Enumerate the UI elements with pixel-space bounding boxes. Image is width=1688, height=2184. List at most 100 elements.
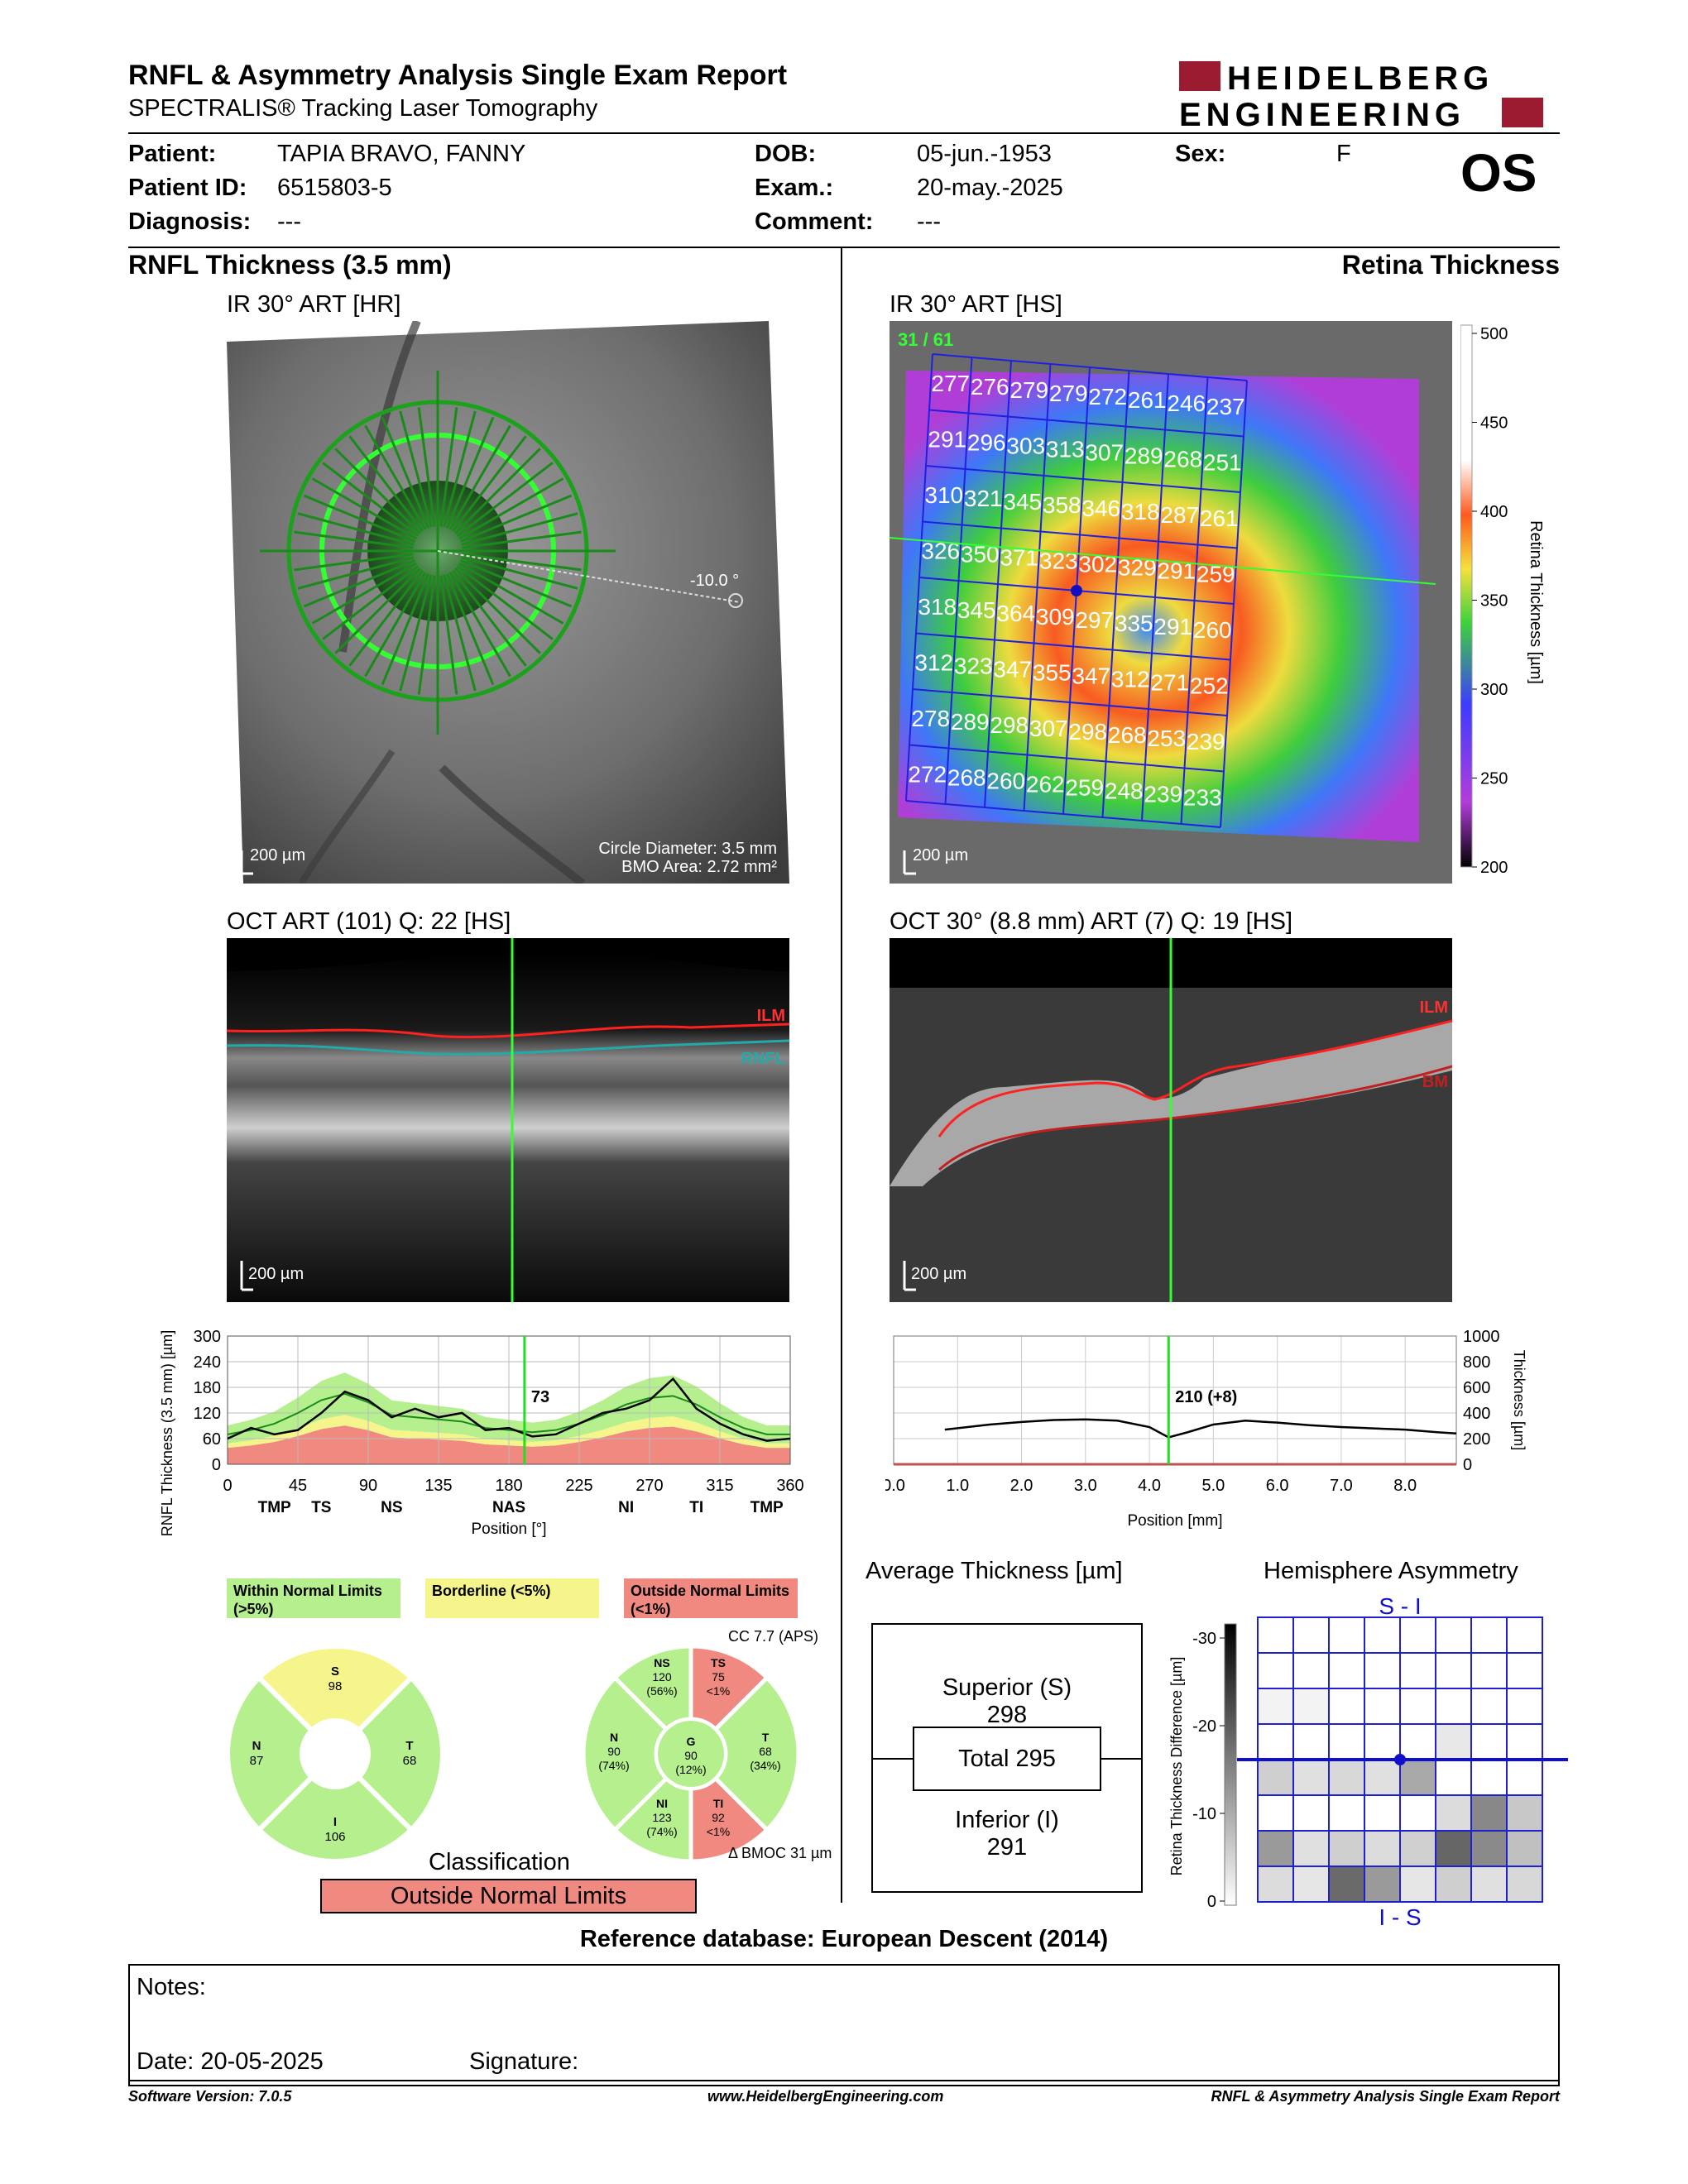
sector-value: 98 (328, 1679, 343, 1693)
asym-cell (1506, 1688, 1543, 1725)
grid-value: 358 (1043, 492, 1081, 518)
asym-cell (1292, 1759, 1330, 1796)
legend-borderline: Borderline (<5%) (425, 1578, 599, 1618)
grid-value: 298 (1068, 719, 1107, 745)
asym-cell (1257, 1652, 1294, 1689)
asym-cell (1435, 1794, 1472, 1832)
rnfl-ylabel: RNFL Thickness (3.5 mm) [µm] (159, 1330, 175, 1536)
bmo-area: BMO Area: 2.72 mm² (621, 858, 777, 876)
rnfl-profile-chart: 300 240 180 120 60 00 45 90 135 180 225 270 315 360 73… (159, 1328, 804, 1538)
sector-label: N (610, 1731, 618, 1744)
grid-value: 246 (1167, 390, 1206, 416)
oct-left-title: OCT ART (101) Q: 22 [HS] (227, 908, 511, 935)
ret-xtick: 8.0 (1393, 1477, 1417, 1495)
grid-value: 278 (911, 706, 950, 731)
grid-value: 259 (1065, 774, 1104, 800)
asym-cell (1435, 1830, 1472, 1867)
grid-value: 310 (924, 482, 963, 508)
grid-value: 291 (928, 426, 966, 452)
ir-right-title: IR 30° ART [HS] (890, 291, 1062, 318)
grid-value: 347 (1072, 663, 1110, 688)
rnfl-region-label: NI (618, 1499, 634, 1516)
ir-fundus-image-left: -10.0 ° 200 µm Circle Diameter: 3.5 mm B… (227, 321, 789, 884)
sector-value: 87 (250, 1754, 264, 1768)
ret-ytick: 200 (1463, 1430, 1490, 1449)
asym-cell (1364, 1723, 1401, 1760)
thickness-colorbar: 500 450 400 350 300 250 200 Retina Thickness [… (1460, 324, 1543, 877)
ret-ytick: 800 (1463, 1353, 1490, 1372)
ret-ytick: 400 (1463, 1405, 1490, 1423)
grid-value: 237 (1206, 394, 1245, 419)
grid-value: 323 (954, 653, 993, 678)
colorbar-tick: 350 (1480, 592, 1508, 611)
asym-cell (1328, 1723, 1365, 1760)
svg-text:G: G (687, 1735, 696, 1748)
asym-cell (1470, 1830, 1508, 1867)
dob-label: DOB: (755, 141, 817, 167)
asym-cell (1399, 1652, 1436, 1689)
total-value: Total 295 (913, 1727, 1101, 1791)
asym-cell (1257, 1866, 1294, 1903)
sector-value: 90 (607, 1745, 621, 1758)
sector-label: S (331, 1664, 339, 1679)
scan-counter: 31 / 61 (898, 329, 953, 350)
rnfl-xtick: 90 (359, 1477, 377, 1495)
rnfl-xtick: 315 (706, 1477, 733, 1495)
grid-value: 289 (951, 709, 990, 735)
patient-name: TAPIA BRAVO, FANNY (277, 141, 526, 167)
asym-cell (1506, 1652, 1543, 1689)
sector-I (255, 1774, 415, 1864)
colorbar-tick: 250 (1480, 770, 1508, 788)
sector-T (712, 1674, 801, 1833)
asym-cell (1328, 1652, 1365, 1689)
rnfl-xtick: 270 (635, 1477, 663, 1495)
exam-label: Exam.: (755, 175, 834, 201)
asym-cell (1506, 1794, 1543, 1832)
asym-cell (1257, 1830, 1294, 1867)
footer-report-name: RNFL & Asymmetry Analysis Single Exam Re… (1211, 2088, 1560, 2105)
asym-cell (1470, 1652, 1508, 1689)
sector-value: 120 (652, 1670, 672, 1684)
exam-value: 20-may.-2025 (917, 175, 1063, 201)
header-rule (128, 132, 1560, 134)
rnfl-region-label: TS (311, 1499, 331, 1516)
asym-cell (1435, 1866, 1472, 1903)
ilm-label-right: ILM (1420, 999, 1448, 1017)
asym-cell (1364, 1794, 1401, 1832)
asym-cell (1435, 1688, 1472, 1725)
signature-label: Signature: (469, 2048, 579, 2075)
svg-text:(12%): (12%) (675, 1763, 706, 1776)
inferior-label: Inferior (I) (955, 1807, 1059, 1833)
asym-cell (1435, 1652, 1472, 1689)
grid-value: 272 (1088, 384, 1127, 410)
asym-cell (1506, 1866, 1543, 1903)
ret-ytick: 1000 (1463, 1328, 1500, 1346)
sector-percent: (34%) (750, 1759, 780, 1772)
cc-label: CC 7.7 (APS) (728, 1628, 819, 1645)
asym-cell (1328, 1759, 1365, 1796)
bmoc-label: Δ BMOC 31 µm (728, 1845, 832, 1861)
grid-value: 298 (990, 712, 1029, 738)
grid-value: 252 (1190, 673, 1229, 698)
rnfl-region-label: NS (381, 1499, 402, 1516)
grid-value: 312 (914, 649, 953, 675)
sector-S (255, 1644, 415, 1734)
rnfl-ytick: 60 (203, 1430, 221, 1449)
rnfl-xtick: 135 (424, 1477, 452, 1495)
asym-cell (1399, 1866, 1436, 1903)
notes-box[interactable]: Notes: Date: 20-05-2025 Signature: (128, 1964, 1560, 2086)
date-label: Date: 20-05-2025 (137, 2048, 324, 2075)
footer-rule (128, 2080, 1560, 2081)
rnfl-scan-circle (260, 371, 743, 735)
sector-label: TI (713, 1797, 723, 1810)
asym-cell (1257, 1794, 1294, 1832)
oct-right-title: OCT 30° (8.8 mm) ART (7) Q: 19 [HS] (890, 908, 1293, 935)
rnfl-region-label: TMP (750, 1499, 784, 1516)
grid-value: 251 (1203, 449, 1242, 475)
rnfl-xtick: 0 (223, 1477, 232, 1495)
rnfl-normal-line (227, 1392, 790, 1435)
rnfl-ytick: 240 (194, 1353, 221, 1372)
asym-cell (1292, 1616, 1330, 1654)
website-link[interactable]: www.HeidelbergEngineering.com (707, 2088, 944, 2105)
asym-cell (1399, 1688, 1436, 1725)
